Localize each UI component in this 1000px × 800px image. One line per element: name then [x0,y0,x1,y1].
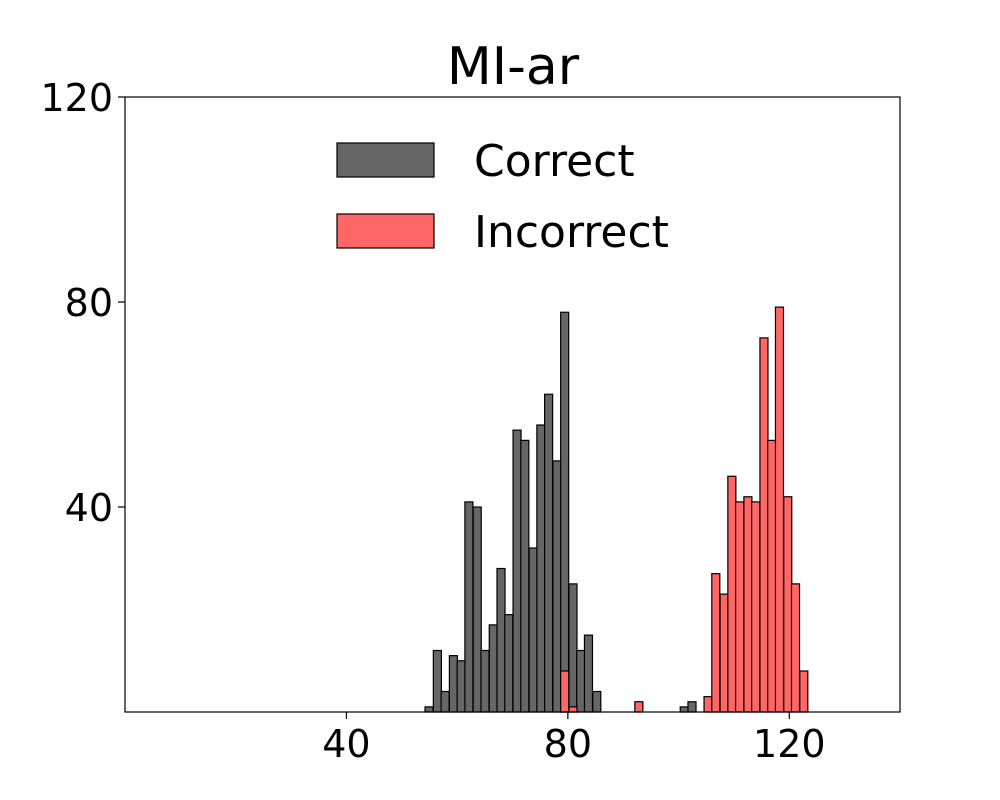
correct-bar-9 [496,567,506,713]
legend-label-incorrect: Incorrect [474,207,669,258]
plot-frame [124,96,901,713]
y-tick-label-0: 40 [65,486,113,530]
x-tick-label-0: 40 [322,722,370,766]
incorrect-bar-12 [774,306,785,713]
axes-layer: 40 80 120 40 80 120 [40,76,825,766]
correct-bar-14 [536,424,546,713]
incorrect-bar-14 [790,583,801,713]
correct-bar-18 [568,583,578,713]
correct-bar-6 [472,506,482,713]
correct-bar-21 [592,690,602,713]
incorrect-bar-5 [719,593,729,713]
correct-bar-12 [520,439,530,713]
y-tick-label-1: 80 [65,281,113,325]
legend-label-correct: Correct [474,136,635,187]
incorrect-bar-13 [783,496,793,713]
correct-bar-7 [480,649,490,713]
correct-bar-13 [528,547,538,713]
x-tick-label-1: 80 [544,722,592,766]
incorrect-bar-4 [711,573,721,713]
correct-bar-23 [687,701,697,713]
chart-title: MI-ar [447,37,580,97]
correct-bar-11 [512,429,522,713]
correct-bar-2 [440,690,450,713]
incorrect-bar-0 [560,670,570,713]
correct-bar-20 [583,634,594,713]
x-tick-label-2: 120 [753,722,826,766]
incorrect-bar-10 [759,337,769,713]
y-tick-label-2: 120 [40,76,113,120]
correct-bar-4 [456,660,466,713]
incorrect-bar-1 [568,706,578,713]
correct-bar-17 [560,311,570,713]
correct-bar-5 [464,501,474,713]
incorrect-bar-8 [743,496,753,713]
incorrect-bar-7 [734,501,745,713]
incorrect-bar-6 [727,475,737,713]
correct-bar-1 [432,649,442,713]
correct-bar-10 [504,614,514,713]
correct-bar-16 [552,460,562,713]
incorrect-bar-9 [751,501,761,713]
incorrect-bar-3 [703,696,713,713]
correct-bar-15 [544,393,554,713]
legend-swatch-correct [336,142,435,178]
incorrect-bar-11 [767,439,777,713]
incorrect-bar-2 [634,701,644,713]
incorrect-bar-15 [799,670,809,713]
bars-layer [424,306,809,713]
legend-swatch-incorrect [336,213,435,249]
correct-bar-3 [448,655,459,713]
correct-bar-0 [424,706,434,713]
legend: Correct Incorrect [336,136,669,258]
correct-bar-22 [679,706,689,713]
correct-bar-19 [576,649,586,713]
correct-bar-8 [488,624,498,713]
